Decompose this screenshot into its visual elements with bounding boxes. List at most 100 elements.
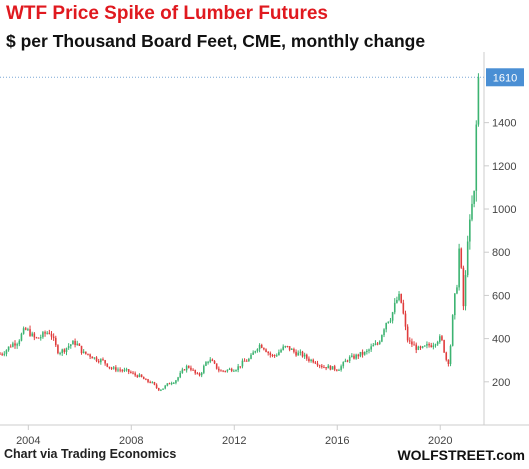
candle-body [42, 332, 44, 338]
x-tick-label: 2004 [16, 435, 40, 447]
candle-body [269, 353, 272, 355]
candle-body [434, 344, 437, 346]
candle-body [39, 337, 42, 339]
candle-body [445, 352, 448, 360]
candle-body [263, 347, 265, 350]
candle-body [164, 385, 166, 389]
candle-body [346, 360, 349, 362]
candle-body [215, 363, 218, 369]
candle-body [67, 346, 70, 348]
candle-body [153, 382, 156, 385]
candle-body [87, 353, 89, 355]
candle-body [466, 241, 469, 276]
candle-body [278, 352, 280, 356]
candle-body [436, 341, 439, 345]
candle-body [383, 329, 385, 336]
candle-body [112, 367, 115, 369]
candle-body [359, 351, 362, 357]
candle-body [329, 365, 332, 370]
candle-body [145, 379, 147, 381]
last-value-badge [486, 68, 524, 87]
candle-body [267, 351, 269, 354]
candle-body [471, 203, 473, 220]
candle-body [449, 345, 452, 364]
candle-body [7, 346, 10, 351]
candle-body [411, 341, 413, 345]
candle-body [220, 370, 222, 372]
candle-body [0, 353, 1, 355]
candle-body [183, 369, 186, 371]
source-note: Chart via Trading Economics [4, 447, 177, 461]
candle-body [454, 293, 456, 316]
candle-body [327, 365, 330, 369]
candle-body [318, 365, 321, 367]
candle-body [155, 384, 158, 389]
chart-title: WTF Price Spike of Lumber Futures [6, 3, 328, 24]
candle-body [33, 333, 36, 338]
candle-body [166, 383, 169, 386]
candle-body [441, 336, 443, 341]
brand-label: WOLFSTREET.com [397, 447, 525, 463]
candle-body [172, 382, 175, 384]
candle-body [177, 377, 179, 381]
candle-body [351, 355, 353, 357]
x-tick-label: 2016 [325, 435, 349, 447]
candle-body [385, 323, 387, 330]
x-tick-label: 2012 [222, 435, 246, 447]
candle-body [91, 356, 94, 359]
candle-body [473, 190, 475, 204]
candle-body [282, 346, 284, 350]
candle-body [421, 346, 424, 348]
candle-body [275, 355, 278, 357]
candle-body [35, 337, 38, 339]
candle-body [462, 267, 465, 307]
candle-body [303, 354, 306, 357]
y-tick-label: 1200 [492, 161, 516, 173]
candle-body [168, 383, 171, 385]
candle-body [130, 371, 132, 373]
candle-body [417, 346, 420, 350]
candle-body [1, 353, 3, 355]
candle-body [428, 344, 430, 346]
candle-body [134, 373, 136, 376]
candle-body [273, 355, 276, 357]
candle-body [211, 359, 214, 361]
candle-body [250, 354, 252, 359]
candle-body [102, 359, 104, 361]
candle-body [314, 362, 317, 364]
candle-body [24, 328, 27, 330]
candle-body [404, 313, 407, 327]
candle-body [301, 351, 304, 357]
candle-body [413, 344, 415, 346]
candle-body [280, 349, 282, 353]
candle-body [93, 357, 96, 359]
chart-subtitle: $ per Thousand Board Feet, CME, monthly … [6, 31, 426, 51]
candle-body [136, 375, 139, 377]
candle-body [78, 343, 81, 346]
candle-body [138, 374, 141, 377]
candle-body [408, 340, 411, 342]
candle-body [82, 351, 85, 354]
candle-body [258, 344, 261, 350]
candle-body [123, 369, 126, 371]
candle-body [61, 349, 64, 353]
candle-body [290, 348, 293, 350]
candle-body [402, 302, 405, 314]
candle-body [63, 349, 66, 352]
candle-body [368, 349, 370, 351]
candle-body [18, 340, 21, 345]
candle-body [3, 353, 6, 355]
candle-body [447, 359, 450, 364]
candle-body [293, 348, 295, 352]
candle-body [52, 336, 55, 338]
candle-body [348, 356, 351, 361]
candle-body [344, 360, 347, 363]
candle-body [363, 352, 366, 355]
candle-body [426, 344, 428, 346]
candle-body [121, 370, 124, 372]
y-tick-label: 1000 [492, 204, 516, 216]
candle-body [72, 340, 74, 345]
x-tick-label: 2008 [119, 435, 143, 447]
candle-body [333, 366, 336, 370]
candle-body [252, 352, 254, 355]
